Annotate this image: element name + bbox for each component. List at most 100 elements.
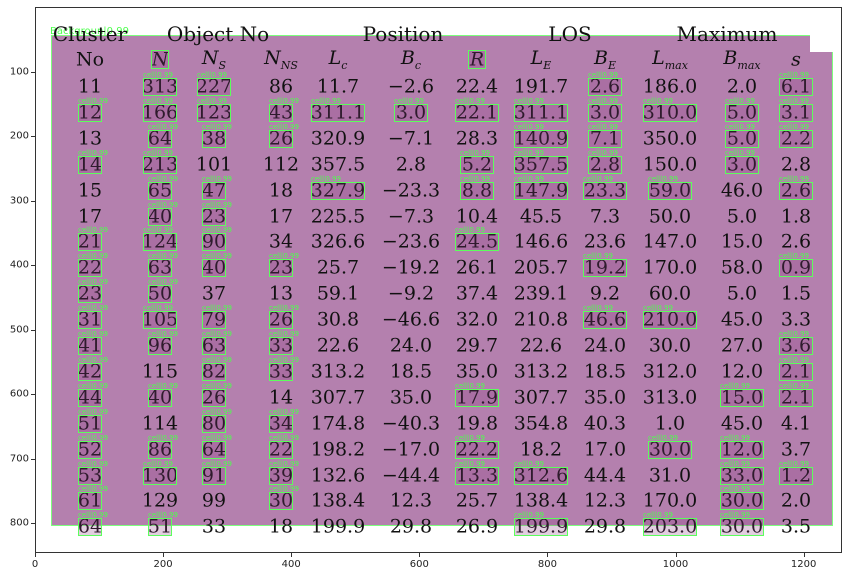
table-cell: 45.0 xyxy=(720,308,764,331)
table-cell: −46.6 xyxy=(381,308,441,331)
cell-box xyxy=(455,388,499,407)
cell-box-label: cell|0.99 xyxy=(148,433,178,442)
cell-box-label: cell|0.99 xyxy=(78,148,108,157)
cell-box xyxy=(514,155,568,174)
table-cell: 13.3 xyxy=(455,464,499,486)
cell-box xyxy=(514,466,568,485)
column-header: NS xyxy=(201,47,227,72)
table-cell: 198.2 xyxy=(310,438,366,461)
cell-box xyxy=(202,233,226,252)
cell-box xyxy=(779,103,813,122)
background-region-overlay xyxy=(51,35,833,526)
cell-box xyxy=(78,362,102,381)
cell-box-label: cell|0.99 xyxy=(779,381,809,390)
column-header: LE xyxy=(530,47,552,72)
table-cell: 203.0 xyxy=(642,515,698,538)
table-cell: 1.2 xyxy=(780,464,812,486)
cell-box xyxy=(148,181,172,200)
cell-box xyxy=(588,78,622,96)
table-cell: 210.8 xyxy=(513,308,569,331)
table-cell: 21 xyxy=(77,230,103,253)
cell-box xyxy=(725,129,759,148)
table-cell: 52 xyxy=(77,438,103,461)
table-cell: 23 xyxy=(201,205,227,227)
cell-box-label: cell|0.99 xyxy=(143,148,173,157)
cell-box-label: cell|0.99 xyxy=(643,304,673,313)
table-cell: 15 xyxy=(77,179,103,202)
table-cell: 166 xyxy=(141,101,179,124)
table-cell: 63 xyxy=(147,256,173,279)
cell-box-label: cell|0.99 xyxy=(202,330,232,338)
table-cell: 17.0 xyxy=(583,438,627,461)
table-cell: 3.0 xyxy=(589,101,621,124)
table-cell: 307.7 xyxy=(513,386,569,409)
cell-box-label: cell|0.99 xyxy=(148,174,178,183)
table-cell: 26 xyxy=(268,308,294,331)
cell-box xyxy=(78,285,102,304)
cell-box-label: cell|0.99 xyxy=(269,122,299,131)
table-cell: 30.0 xyxy=(648,334,692,357)
table-cell: 31.0 xyxy=(648,464,692,486)
cell-box-label: cell|0.99 xyxy=(455,459,485,468)
table-cell: 41 xyxy=(77,334,103,357)
cell-box-label: cell|0.99 xyxy=(269,252,299,261)
cell-box-label: cell|0.99 xyxy=(269,485,299,494)
table-cell: 79 xyxy=(201,308,227,331)
cell-box xyxy=(143,311,177,330)
table-cell: 33 xyxy=(201,515,227,538)
table-cell: 29.7 xyxy=(455,334,499,357)
cell-box-label: cell|0.99 xyxy=(143,459,173,468)
cell-box xyxy=(202,440,226,459)
cell-box-label: cell|0.99 xyxy=(514,96,544,105)
cell-box-label: cell|0.99 xyxy=(514,511,544,520)
cell-box xyxy=(643,518,697,537)
cell-box xyxy=(202,414,226,433)
table-cell: 311.1 xyxy=(513,101,569,124)
table-cell: 4.1 xyxy=(780,412,812,435)
table-cell: 53 xyxy=(77,464,103,486)
cell-box-label: cell|0.99 xyxy=(78,278,108,287)
y-tick-mark xyxy=(31,523,35,524)
column-header: Lmax xyxy=(652,47,688,72)
x-tick-label: 1000 xyxy=(662,559,689,570)
table-cell: 26 xyxy=(268,127,294,150)
table-cell: 22.4 xyxy=(455,75,499,98)
cell-box xyxy=(269,311,293,330)
table-cell: 3.0 xyxy=(395,101,427,124)
cell-box xyxy=(269,440,293,459)
cell-box xyxy=(269,103,293,122)
cell-box-label: cell|0.99 xyxy=(720,381,750,390)
table-cell: 313 xyxy=(141,75,179,98)
cell-box-label: cell|0.99 xyxy=(455,433,485,442)
cell-box xyxy=(588,155,622,174)
table-cell: 129 xyxy=(141,489,179,512)
table-cell: 1.0 xyxy=(654,412,686,435)
table-cell: 3.7 xyxy=(780,438,812,461)
cell-box xyxy=(514,181,568,200)
cell-box xyxy=(78,259,102,278)
table-cell: 31 xyxy=(77,308,103,331)
table-cell: 227 xyxy=(195,75,233,98)
group-header: Maximum xyxy=(676,22,778,46)
cell-box xyxy=(202,388,226,407)
table-cell: 28.3 xyxy=(455,127,499,150)
cell-box xyxy=(269,337,293,355)
column-header: R xyxy=(469,48,485,71)
x-tick-mark xyxy=(163,553,165,557)
cell-box xyxy=(514,129,568,148)
cell-box xyxy=(143,103,177,122)
table-cell: 170.0 xyxy=(642,489,698,512)
table-cell: −19.2 xyxy=(381,256,441,279)
cell-box-label: cell|0.99 xyxy=(202,226,232,235)
table-cell: 12.0 xyxy=(720,360,764,383)
table-cell: 10.4 xyxy=(455,205,499,227)
cell-box xyxy=(725,155,759,174)
table-cell: 310.0 xyxy=(642,101,698,124)
table-cell: 225.5 xyxy=(310,205,366,227)
cell-box-label: cell|0.99 xyxy=(78,226,108,235)
cell-box-label: cell|0.99 xyxy=(720,485,750,494)
cell-box-label: cell|0.99 xyxy=(779,122,809,131)
table-cell: 64 xyxy=(147,127,173,150)
table-cell: 3.0 xyxy=(726,153,758,176)
